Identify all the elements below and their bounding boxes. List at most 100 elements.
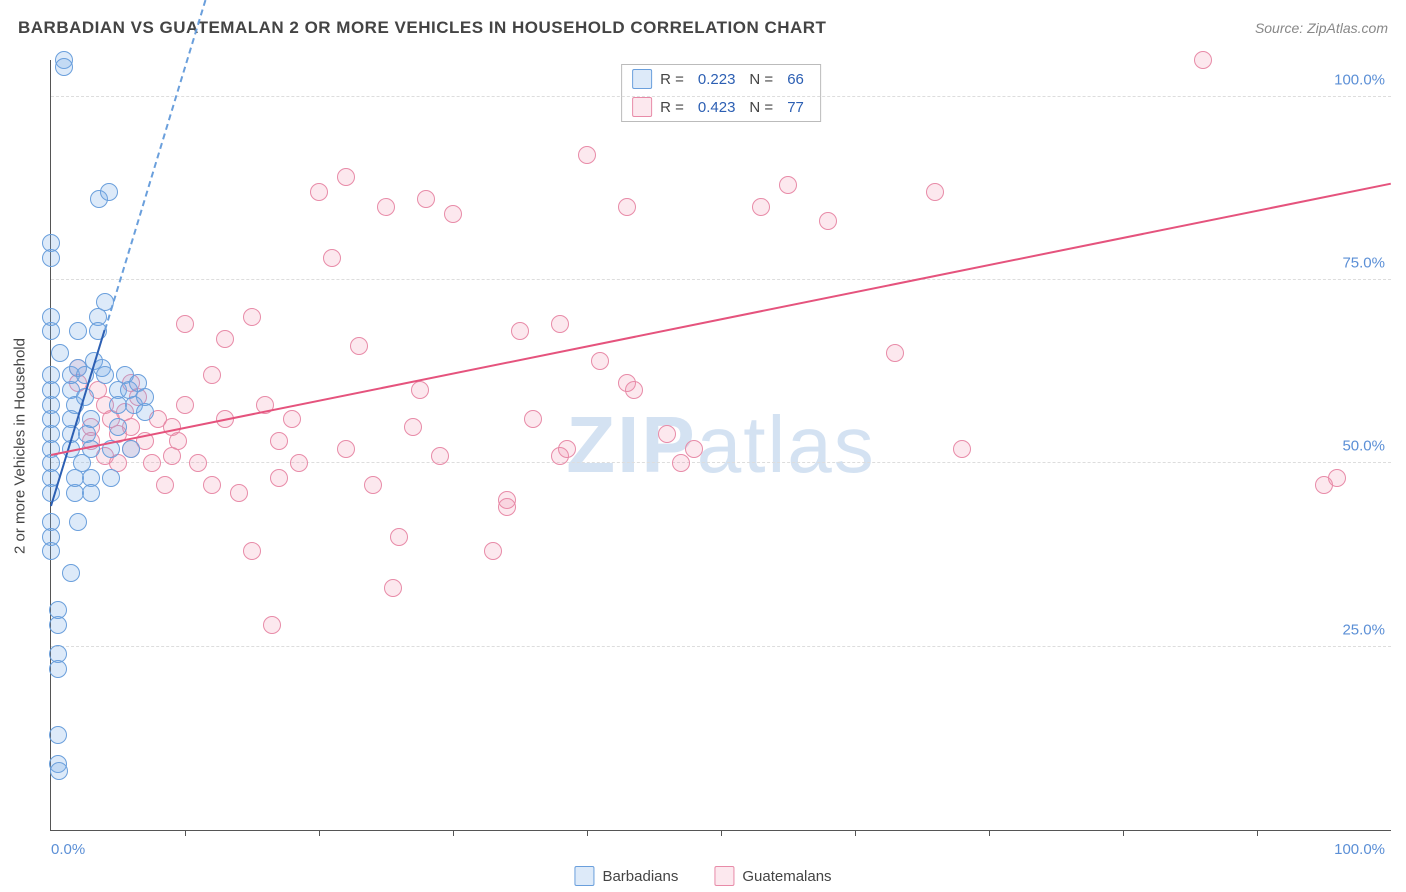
data-point-a [49, 660, 67, 678]
data-point-b [337, 440, 355, 458]
data-point-a [55, 58, 73, 76]
data-point-a [82, 410, 100, 428]
data-point-b [511, 322, 529, 340]
data-point-b [189, 454, 207, 472]
gridline [51, 96, 1391, 97]
data-point-b [323, 249, 341, 267]
data-point-a [42, 366, 60, 384]
data-point-b [625, 381, 643, 399]
legend: Barbadians Guatemalans [574, 866, 831, 886]
y-tick-label: 50.0% [1342, 438, 1385, 455]
x-tick [587, 830, 588, 836]
data-point-b [591, 352, 609, 370]
gridline [51, 462, 1391, 463]
swatch-series-a-icon [574, 866, 594, 886]
data-point-b [143, 454, 161, 472]
data-point-a [82, 484, 100, 502]
legend-item-a: Barbadians [574, 866, 678, 886]
data-point-b [203, 366, 221, 384]
data-point-b [752, 198, 770, 216]
chart-title: BARBADIAN VS GUATEMALAN 2 OR MORE VEHICL… [18, 18, 826, 38]
data-point-b [524, 410, 542, 428]
data-point-b [169, 432, 187, 450]
x-tick [721, 830, 722, 836]
data-point-a [49, 726, 67, 744]
data-point-a [50, 762, 68, 780]
data-point-b [270, 469, 288, 487]
data-point-a [49, 601, 67, 619]
data-point-b [1194, 51, 1212, 69]
data-point-b [310, 183, 328, 201]
x-tick [989, 830, 990, 836]
y-tick-label: 75.0% [1342, 255, 1385, 272]
data-point-b [431, 447, 449, 465]
data-point-b [243, 542, 261, 560]
gridline [51, 279, 1391, 280]
stats-row-series-a: R = 0.223 N = 66 [622, 65, 820, 93]
data-point-a [42, 249, 60, 267]
data-point-b [176, 315, 194, 333]
data-point-b [558, 440, 576, 458]
data-point-b [390, 528, 408, 546]
data-point-b [498, 498, 516, 516]
trendline-a-dashed [104, 0, 294, 331]
data-point-b [203, 476, 221, 494]
data-point-a [51, 344, 69, 362]
x-tick [319, 830, 320, 836]
y-axis-title: 2 or more Vehicles in Household [12, 338, 29, 554]
data-point-b [230, 484, 248, 502]
data-point-b [484, 542, 502, 560]
x-tick [855, 830, 856, 836]
data-point-b [618, 198, 636, 216]
data-point-a [122, 440, 140, 458]
data-point-a [69, 513, 87, 531]
scatter-plot: ZIPatlas R = 0.223 N = 66 R = 0.423 N = … [50, 60, 1391, 831]
x-tick [185, 830, 186, 836]
swatch-series-b [632, 97, 652, 117]
data-point-a [100, 183, 118, 201]
data-point-b [337, 168, 355, 186]
data-point-b [176, 396, 194, 414]
x-tick [453, 830, 454, 836]
x-axis-max-label: 100.0% [1334, 841, 1385, 858]
data-point-b [364, 476, 382, 494]
data-point-b [384, 579, 402, 597]
x-axis-min-label: 0.0% [51, 841, 85, 858]
data-point-b [404, 418, 422, 436]
data-point-b [283, 410, 301, 428]
data-point-a [102, 469, 120, 487]
data-point-b [886, 344, 904, 362]
data-point-b [263, 616, 281, 634]
data-point-b [672, 454, 690, 472]
y-tick-label: 25.0% [1342, 621, 1385, 638]
data-point-b [926, 183, 944, 201]
data-point-b [685, 440, 703, 458]
watermark: ZIPatlas [566, 399, 875, 491]
correlation-stats-box: R = 0.223 N = 66 R = 0.423 N = 77 [621, 64, 821, 122]
data-point-b [350, 337, 368, 355]
data-point-b [216, 330, 234, 348]
legend-item-b: Guatemalans [714, 866, 831, 886]
x-tick [1257, 830, 1258, 836]
data-point-b [819, 212, 837, 230]
data-point-b [156, 476, 174, 494]
data-point-b [444, 205, 462, 223]
data-point-b [779, 176, 797, 194]
data-point-a [109, 418, 127, 436]
gridline [51, 646, 1391, 647]
data-point-b [1328, 469, 1346, 487]
data-point-b [551, 315, 569, 333]
swatch-series-b-icon [714, 866, 734, 886]
data-point-a [42, 308, 60, 326]
data-point-a [62, 564, 80, 582]
data-point-a [96, 366, 114, 384]
swatch-series-a [632, 69, 652, 89]
data-point-b [417, 190, 435, 208]
data-point-b [270, 432, 288, 450]
data-point-a [69, 322, 87, 340]
data-point-b [377, 198, 395, 216]
data-point-b [578, 146, 596, 164]
y-tick-label: 100.0% [1334, 71, 1385, 88]
stats-row-series-b: R = 0.423 N = 77 [622, 93, 820, 121]
data-point-b [953, 440, 971, 458]
